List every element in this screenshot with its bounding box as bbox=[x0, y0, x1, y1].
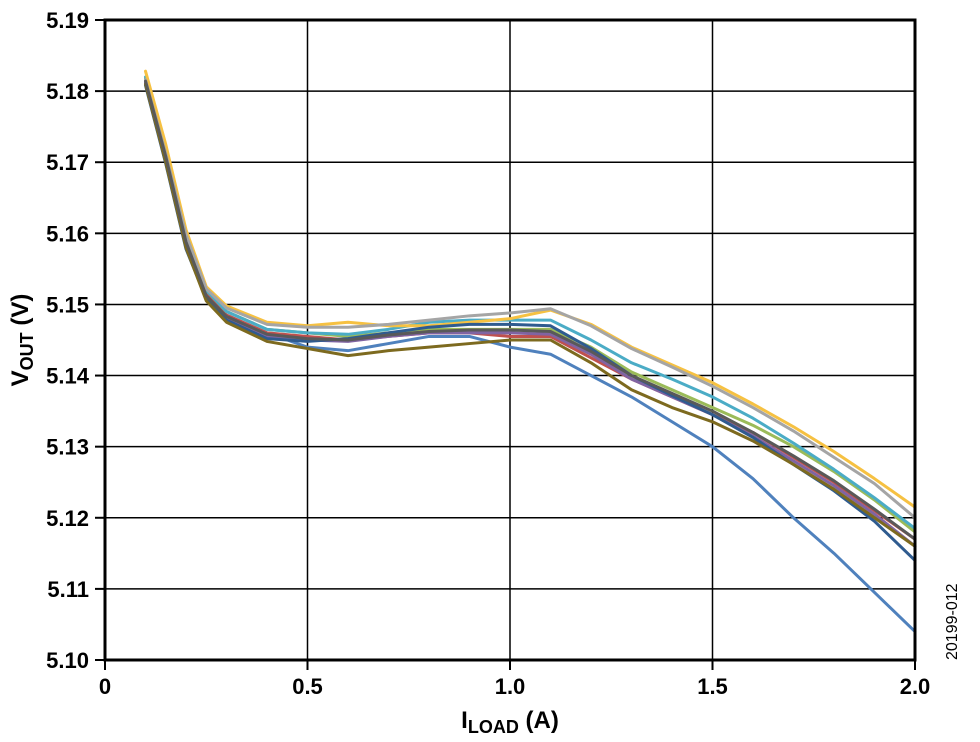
y-tick-label: 5.17 bbox=[46, 150, 89, 175]
chart-container: 00.51.01.52.0ILOAD (A)5.105.115.125.135.… bbox=[0, 0, 980, 742]
x-tick-label: 0.5 bbox=[292, 674, 323, 699]
y-tick-label: 5.15 bbox=[46, 292, 89, 317]
y-tick-label: 5.10 bbox=[46, 648, 89, 673]
y-tick-label: 5.16 bbox=[46, 221, 89, 246]
y-axis-label: VOUT (V) bbox=[7, 294, 37, 387]
y-tick-label: 5.13 bbox=[46, 435, 89, 460]
x-tick-label: 0 bbox=[99, 674, 111, 699]
y-tick-label: 5.14 bbox=[46, 364, 90, 389]
y-axis: 5.10 5.11 5.12 5.13 5.14 5.15 5.16 5.17 5.18 5.19 bbox=[46, 8, 105, 673]
x-tick-label: 2.0 bbox=[900, 674, 931, 699]
y-tick-label: 5.18 bbox=[46, 79, 89, 104]
x-tick-label: 1.5 bbox=[697, 674, 728, 699]
doc-id: 20199-012 bbox=[944, 583, 961, 660]
y-tick-label: 5.12 bbox=[46, 506, 89, 531]
y-tick-label: 5.11 bbox=[47, 577, 89, 602]
line-chart: 00.51.01.52.0ILOAD (A)5.105.115.125.135.… bbox=[0, 0, 980, 742]
x-tick-label: 1.0 bbox=[495, 674, 526, 699]
y-tick-label: 5.19 bbox=[46, 8, 89, 33]
x-axis-label: ILOAD (A) bbox=[461, 707, 559, 737]
x-axis: 0 0.5 1.0 1.5 2.0 bbox=[99, 660, 930, 699]
